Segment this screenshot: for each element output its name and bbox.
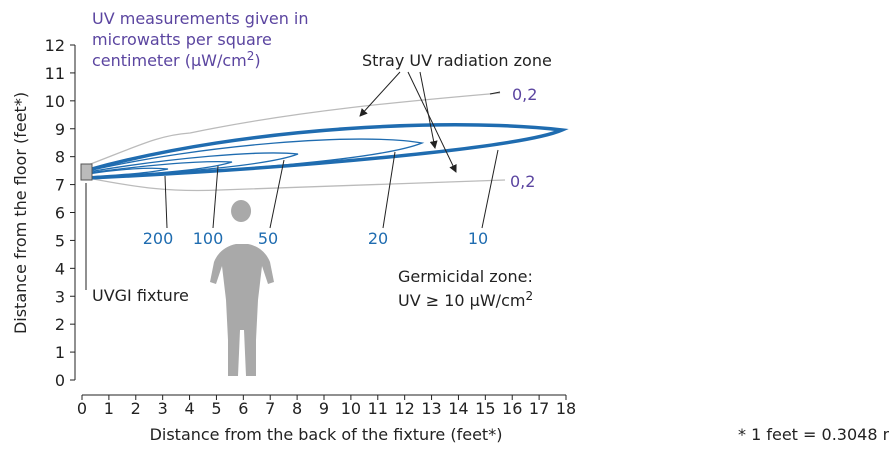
y-tick-label: 10 (45, 92, 65, 111)
x-tick-label: 18 (556, 399, 576, 418)
x-tick-label: 11 (368, 399, 388, 418)
footnote: * 1 feet = 0.3048 m (738, 425, 889, 444)
germicidal-title: Germicidal zone: (398, 267, 533, 286)
contour-label: 50 (258, 229, 278, 248)
y-tick-label: 3 (55, 287, 65, 306)
y-tick-label: 8 (55, 148, 65, 167)
x-tick-label: 4 (184, 399, 194, 418)
person-silhouette (210, 200, 274, 376)
y-tick-label: 6 (55, 204, 65, 223)
contour-label: 100 (193, 229, 224, 248)
x-tick-label: 12 (394, 399, 414, 418)
y-tick-label: 11 (45, 64, 65, 83)
x-tick-label: 14 (448, 399, 468, 418)
x-tick-label: 13 (421, 399, 441, 418)
x-tick-label: 0 (77, 399, 87, 418)
contour-label: 200 (143, 229, 174, 248)
y-tick-label: 2 (55, 315, 65, 334)
y-tick-label: 1 (55, 343, 65, 362)
y-axis-label: Distance from the floor (feet*) (11, 92, 30, 334)
stray-level-label: 0,2 (512, 85, 537, 104)
x-tick-label: 17 (529, 399, 549, 418)
x-tick-label: 16 (502, 399, 522, 418)
y-tick-label: 0 (55, 371, 65, 390)
x-tick-label: 7 (265, 399, 275, 418)
contour-label: 20 (368, 229, 388, 248)
x-tick-label: 9 (319, 399, 329, 418)
x-axis-label: Distance from the back of the fixture (f… (150, 425, 503, 444)
y-tick-label: 4 (55, 259, 65, 278)
y-tick-label: 7 (55, 176, 65, 195)
stray-level-label: 0,2 (510, 172, 535, 191)
x-tick-label: 1 (104, 399, 114, 418)
fixture-label: UVGI fixture (92, 286, 189, 305)
fixture (81, 164, 92, 180)
x-tick-label: 5 (211, 399, 221, 418)
chart: UV measurements given inmicrowatts per s… (0, 0, 889, 445)
stray-zone-label: Stray UV radiation zone (362, 51, 552, 70)
x-tick-label: 6 (238, 399, 248, 418)
germicidal-text: UV ≥ 10 μW/cm2 (398, 289, 533, 310)
y-tick-label: 5 (55, 231, 65, 250)
contour-label: 10 (468, 229, 488, 248)
x-tick-label: 3 (158, 399, 168, 418)
pointers (86, 72, 500, 290)
x-tick-label: 15 (475, 399, 495, 418)
x-tick-label: 8 (292, 399, 302, 418)
y-tick-label: 12 (45, 36, 65, 55)
x-tick-label: 2 (131, 399, 141, 418)
x-tick-label: 10 (341, 399, 361, 418)
y-tick-label: 9 (55, 120, 65, 139)
